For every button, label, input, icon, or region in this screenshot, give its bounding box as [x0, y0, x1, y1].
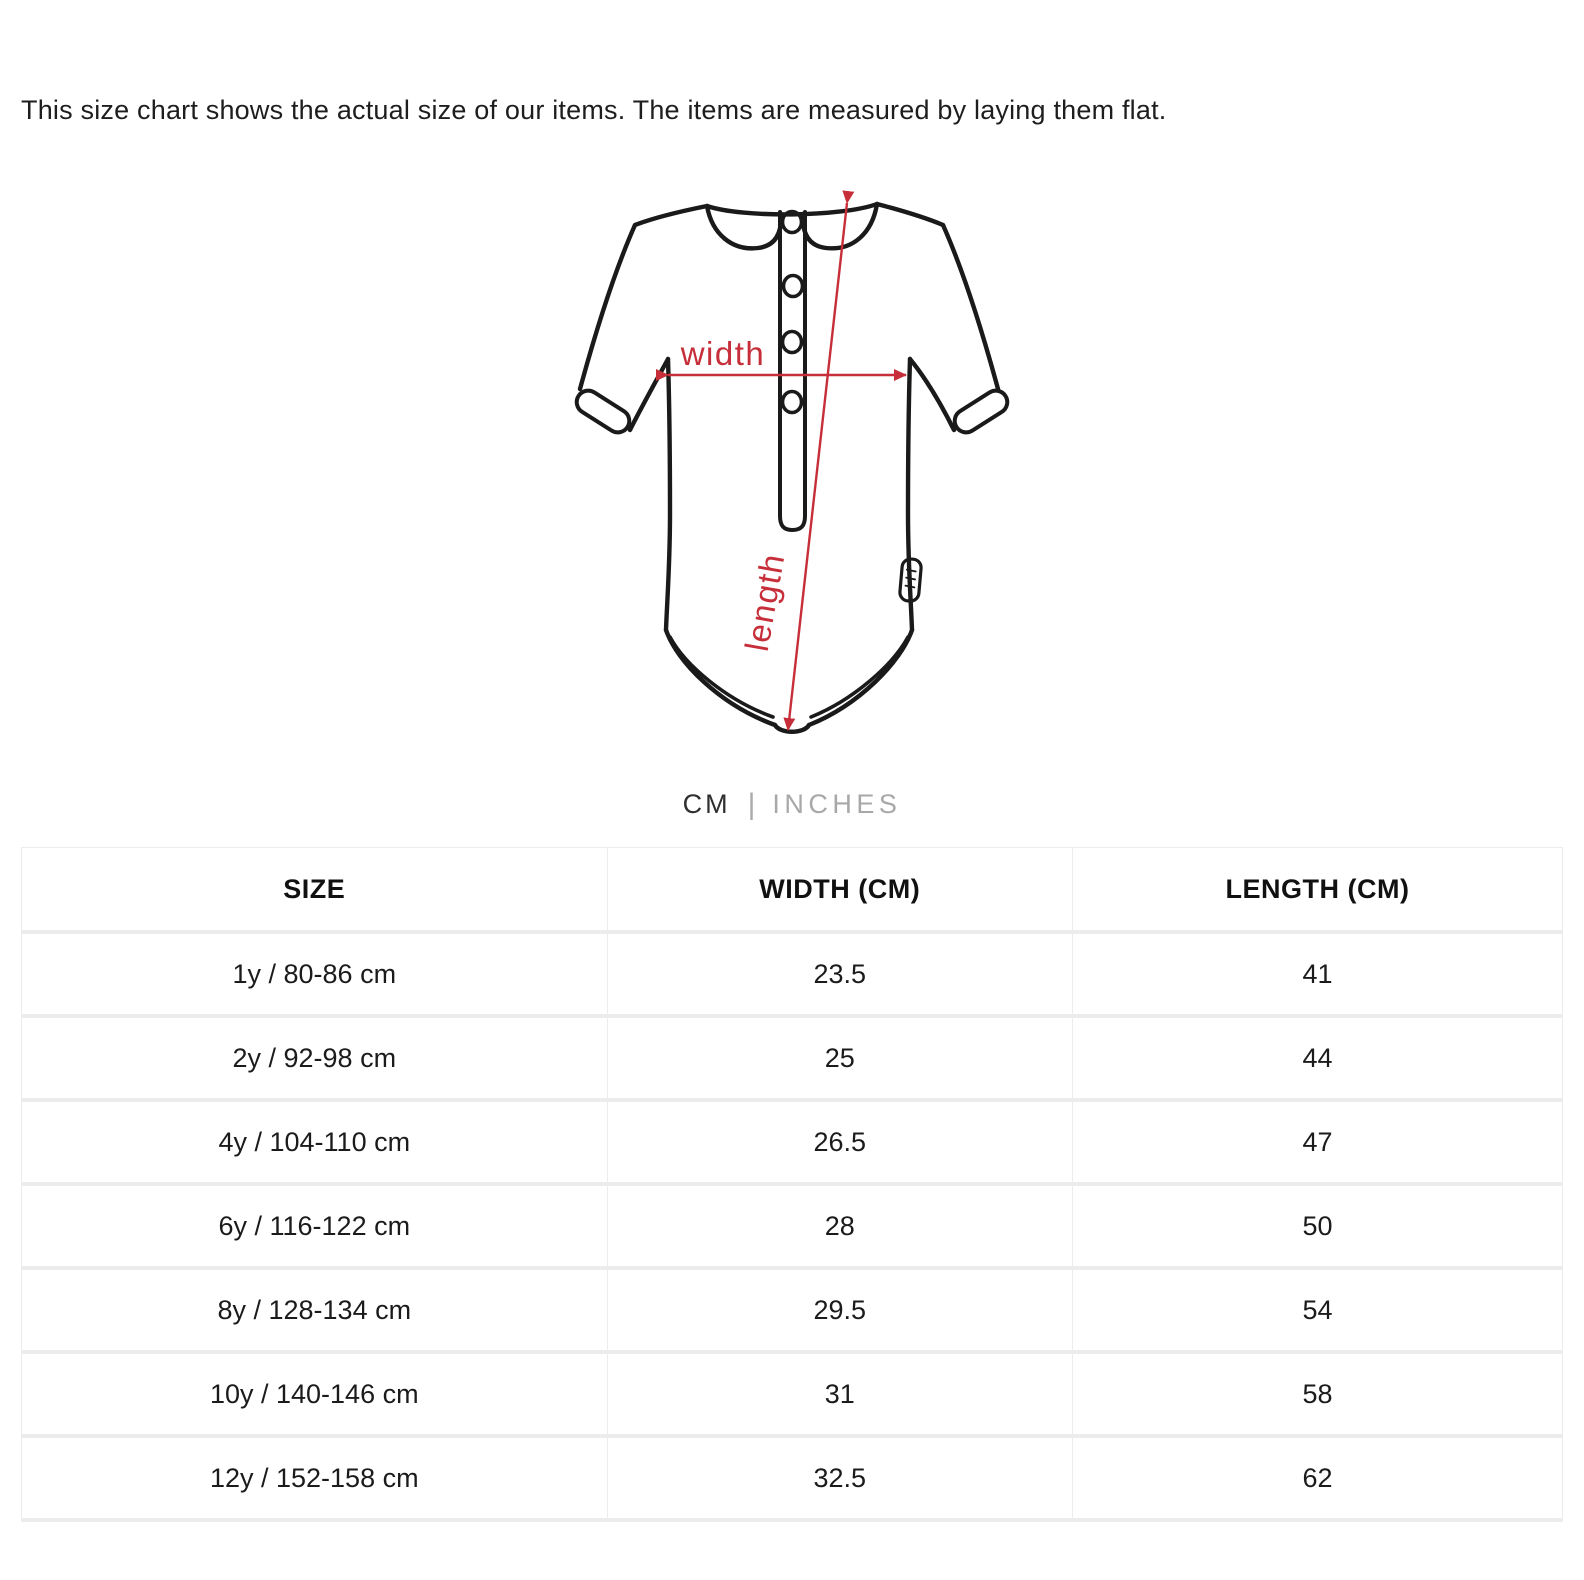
crotch [772, 722, 811, 734]
col-header-size: SIZE [283, 873, 346, 904]
button [781, 273, 804, 299]
size-chart-page: This size chart shows the actual size of… [0, 95, 1584, 1523]
width-cell: 25 [606, 1016, 1073, 1101]
unit-option-inches[interactable]: INCHES [772, 789, 902, 820]
underarm-left [627, 356, 670, 432]
table-row: 12y / 152-158 cm 32.5 62 [21, 1436, 1563, 1521]
side-left [663, 356, 672, 632]
col-header-length: LENGTH (CM) [1071, 847, 1563, 933]
table-row: 1y / 80-86 cm 23.5 41 [21, 932, 1563, 1017]
bodysuit-illustration: width length [574, 190, 1009, 734]
underarm-right [907, 356, 956, 432]
size-cell: 10y / 140-146 cm [209, 1378, 419, 1409]
leg-left-binding [667, 634, 775, 719]
length-arrow [782, 190, 854, 731]
shoulder-right [874, 201, 945, 227]
size-cell: 12y / 152-158 cm [209, 1462, 419, 1493]
col-header-width: WIDTH (CM) [606, 847, 1073, 933]
width-cell: 28 [606, 1184, 1073, 1269]
width-measure-label: width [679, 335, 765, 372]
sleeve-right-outer [940, 222, 1000, 391]
table-row: 10y / 140-146 cm 31 58 [21, 1352, 1563, 1437]
placket [777, 209, 807, 532]
garment-diagram: width length [570, 184, 1015, 744]
width-cell: 26.5 [606, 1100, 1073, 1185]
unit-divider: | [747, 787, 756, 821]
size-cell: 2y / 92-98 cm [232, 1042, 397, 1073]
button [780, 389, 803, 415]
width-cell: 32.5 [606, 1436, 1073, 1521]
width-cell: 29.5 [606, 1268, 1073, 1353]
length-cell: 44 [1071, 1016, 1563, 1101]
length-measure-label: length [737, 550, 791, 654]
cuff-left [574, 388, 631, 435]
size-cell: 1y / 80-86 cm [232, 958, 397, 989]
length-cell: 41 [1071, 932, 1563, 1017]
size-cell: 4y / 104-110 cm [218, 1126, 411, 1157]
side-right [905, 356, 914, 632]
size-table: SIZE WIDTH (CM) LENGTH (CM) 1y / 80-86 c… [21, 846, 1563, 1523]
length-cell: 62 [1071, 1436, 1563, 1521]
table-row: 4y / 104-110 cm 26.5 47 [21, 1100, 1563, 1185]
brand-tag [897, 557, 923, 603]
cuff-right [952, 388, 1009, 435]
length-cell: 47 [1071, 1100, 1563, 1185]
length-cell: 58 [1071, 1352, 1563, 1437]
intro-text: This size chart shows the actual size of… [21, 95, 1167, 125]
button [780, 329, 803, 355]
unit-option-cm[interactable]: CM [682, 789, 731, 820]
unit-toggle: CM | INCHES [0, 788, 1584, 822]
sleeve-left-outer [577, 222, 637, 391]
size-cell: 6y / 116-122 cm [218, 1210, 411, 1241]
table-row: 6y / 116-122 cm 28 50 [21, 1184, 1563, 1269]
leg-right-binding [808, 634, 910, 719]
shoulder-left [632, 203, 709, 227]
bodysuit-outline [574, 201, 1009, 734]
measurement-overlay: width length [655, 190, 907, 731]
width-cell: 23.5 [606, 932, 1073, 1017]
width-cell: 31 [606, 1352, 1073, 1437]
size-cell: 8y / 128-134 cm [217, 1294, 412, 1325]
table-row: 2y / 92-98 cm 25 44 [21, 1016, 1563, 1101]
length-cell: 50 [1071, 1184, 1563, 1269]
table-header-row: SIZE WIDTH (CM) LENGTH (CM) [21, 847, 1563, 933]
table-row: 8y / 128-134 cm 29.5 54 [21, 1268, 1563, 1353]
length-cell: 54 [1071, 1268, 1563, 1353]
